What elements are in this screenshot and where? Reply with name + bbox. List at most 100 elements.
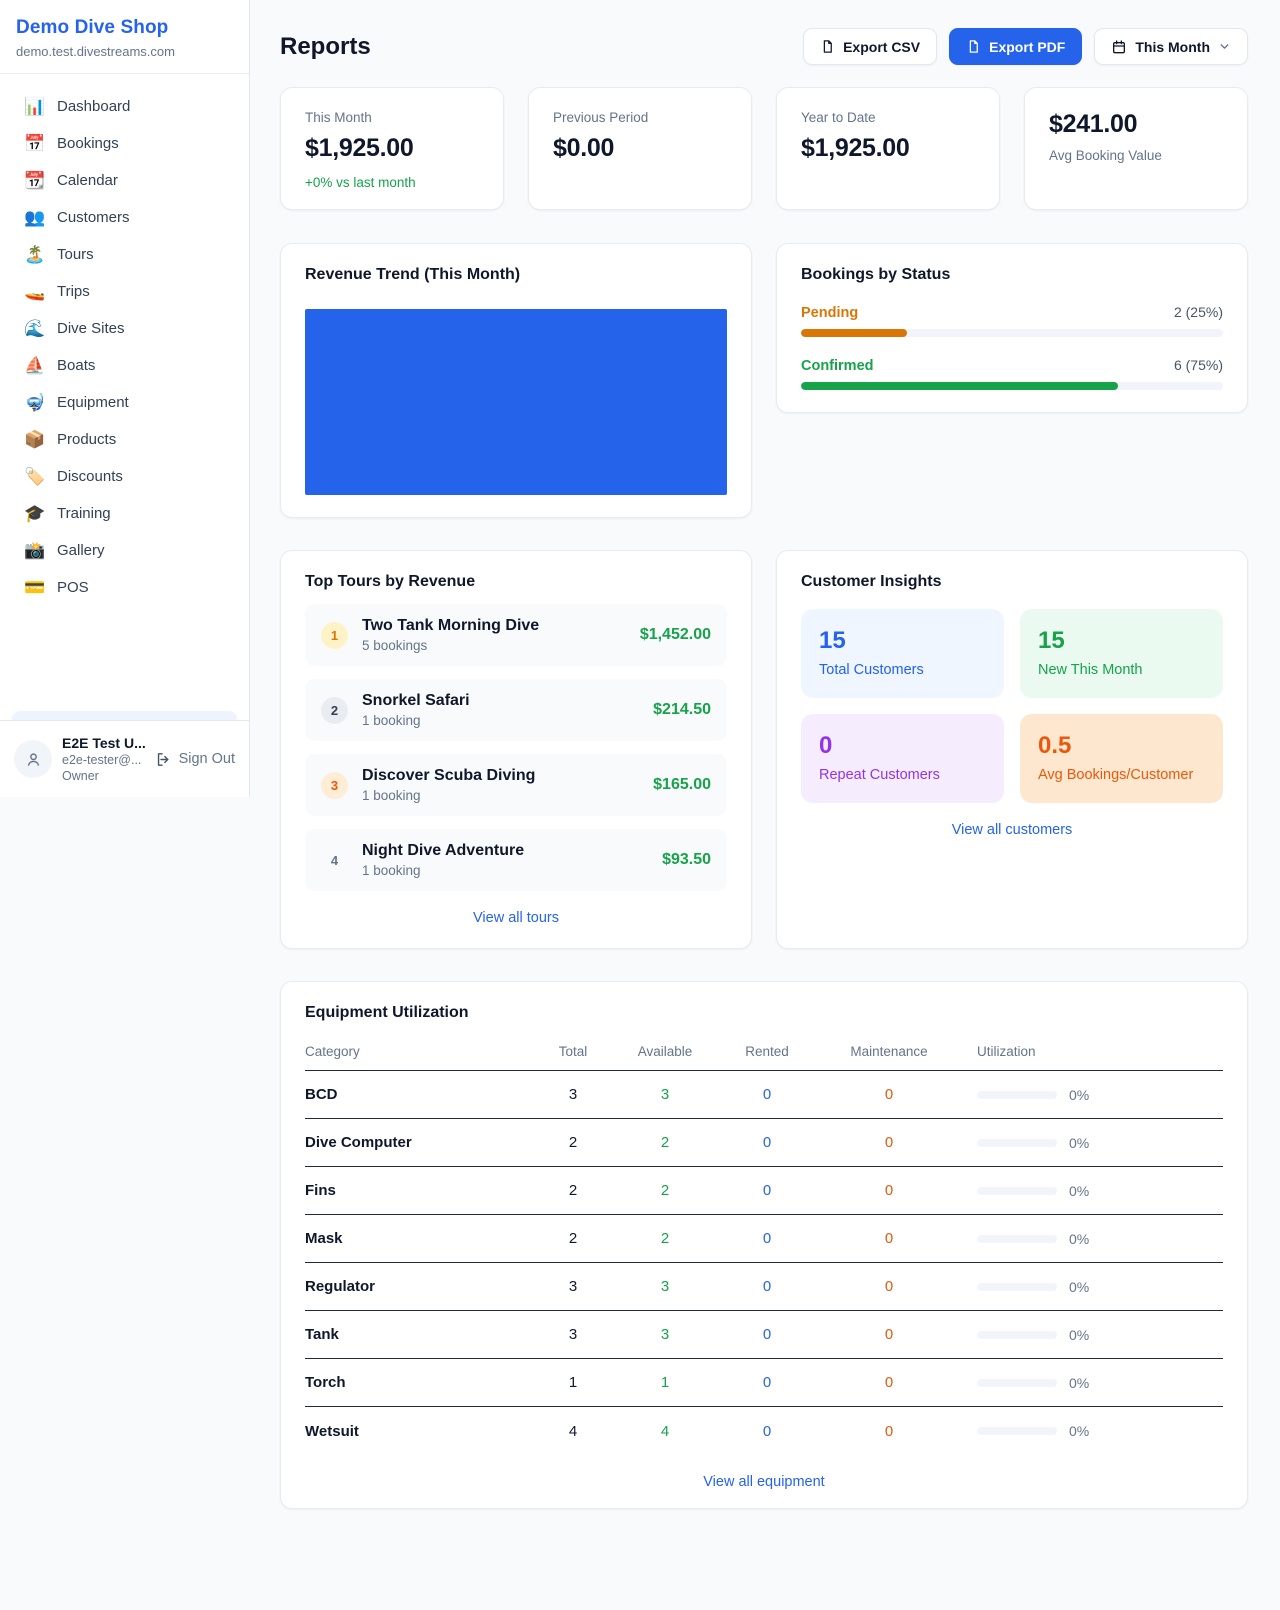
table-row: Wetsuit 4 4 0 0 0% xyxy=(305,1422,1090,1440)
sidebar: Demo Dive Shop demo.test.divestreams.com… xyxy=(0,0,250,797)
sidebar-item-discounts[interactable]: 🏷️ Discounts xyxy=(24,467,123,486)
bookings-by-status-card: Bookings by Status Pending 2 (25%) Confi… xyxy=(776,243,1248,413)
table-row: Tank 3 3 0 0 0% xyxy=(305,1311,1223,1359)
utilization-bar xyxy=(977,1186,1057,1195)
utilization-bar xyxy=(977,1378,1057,1387)
utilization-bar xyxy=(977,1090,1057,1099)
logout-icon xyxy=(157,752,169,766)
tour-name: Two Tank Morning Dive xyxy=(362,617,540,634)
tour-row: 2 Snorkel Safari 1 booking $214.50 xyxy=(305,679,727,741)
sidebar-header: Demo Dive Shop demo.test.divestreams.com xyxy=(0,0,249,74)
shop-title: Demo Dive Shop xyxy=(16,17,169,38)
sidebar-item-customers[interactable]: 👥 Customers xyxy=(24,208,130,227)
tour-bookings: 5 bookings xyxy=(362,638,428,653)
stat-value: $0.00 xyxy=(553,134,615,162)
sidebar-item-dashboard[interactable]: 📊 Dashboard xyxy=(24,97,131,116)
sidebar-item-tours[interactable]: 🏝️ Tours xyxy=(24,245,94,264)
tour-bookings: 1 booking xyxy=(362,713,421,728)
camera-icon: 📸 xyxy=(24,541,46,560)
rank-badge: 1 xyxy=(321,621,348,649)
avatar xyxy=(14,740,52,778)
table-row: Dive Computer 2 2 0 0 0% xyxy=(305,1119,1223,1167)
equipment-utilization-title: Equipment Utilization xyxy=(305,1004,469,1021)
stat-card-previous-period: Previous Period $0.00 xyxy=(528,87,752,210)
utilization-bar xyxy=(977,1330,1057,1339)
tour-bookings: 1 booking xyxy=(362,863,421,878)
rank-badge: 4 xyxy=(330,852,339,868)
period-dropdown[interactable]: This Month xyxy=(1094,28,1248,65)
sidebar-nav: 📊 Dashboard 📅 Bookings 📆 Calendar 👥 Cust… xyxy=(0,74,249,711)
stat-delta: +0% vs last month xyxy=(305,175,416,190)
page-title: Reports xyxy=(280,32,371,60)
sign-out-button[interactable]: Sign Out xyxy=(155,751,235,768)
view-all-customers-link[interactable]: View all customers xyxy=(951,822,1073,838)
top-tours-card: Top Tours by Revenue 1 Two Tank Morning … xyxy=(280,550,752,949)
rank-badge: 3 xyxy=(321,771,348,799)
sidebar-item-bookings[interactable]: 📅 Bookings xyxy=(24,134,119,153)
tile-avg-bookings-customer: 0.5 Avg Bookings/Customer xyxy=(1020,714,1223,803)
progress-fill xyxy=(801,329,907,337)
stats-row: This Month $1,925.00 +0% vs last month P… xyxy=(280,87,1248,210)
wave-icon: 🌊 xyxy=(24,319,46,338)
dashboard-icon: 📊 xyxy=(24,97,46,116)
user-role: Owner xyxy=(62,769,99,783)
sidebar-item-selected-partial[interactable] xyxy=(12,711,237,720)
file-icon xyxy=(823,40,832,53)
stat-card-avg-booking-value: $241.00 Avg Booking Value xyxy=(1024,87,1248,210)
progress-track xyxy=(801,329,1223,337)
tour-row: 1 Two Tank Morning Dive 5 bookings $1,45… xyxy=(305,604,727,666)
bookings-by-status-title: Bookings by Status xyxy=(801,266,951,283)
sidebar-item-trips[interactable]: 🚤 Trips xyxy=(24,282,90,301)
sidebar-item-gallery[interactable]: 📸 Gallery xyxy=(24,541,105,560)
table-row: Mask 2 2 0 0 0% xyxy=(305,1215,1223,1263)
sidebar-item-boats[interactable]: ⛵ Boats xyxy=(24,356,96,375)
progress-track xyxy=(801,382,1223,390)
top-tours-title: Top Tours by Revenue xyxy=(305,573,476,590)
stat-value: $1,925.00 xyxy=(305,134,414,162)
view-all-tours-link[interactable]: View all tours xyxy=(473,910,559,926)
tour-name: Snorkel Safari xyxy=(362,692,470,709)
speedboat-icon: 🚤 xyxy=(24,282,46,301)
table-row: BCD 3 3 0 0 0% xyxy=(305,1071,1223,1119)
sidebar-item-dive-sites[interactable]: 🌊 Dive Sites xyxy=(24,319,125,338)
customers-icon: 👥 xyxy=(24,208,46,227)
customer-insights-title: Customer Insights xyxy=(801,573,942,590)
graduation-cap-icon: 🎓 xyxy=(24,504,46,523)
equipment-table-header: Category Total Available Rented Maintena… xyxy=(305,1044,1223,1071)
table-row: Fins 2 2 0 0 0% xyxy=(305,1167,1223,1215)
diving-mask-icon: 🤿 xyxy=(24,393,46,412)
tour-name: Discover Scuba Diving xyxy=(362,767,536,784)
tile-total-customers: 15 Total Customers xyxy=(801,609,1004,698)
table-row: Torch 1 1 0 0 0% xyxy=(305,1359,1223,1407)
view-all-equipment-link[interactable]: View all equipment xyxy=(703,1474,825,1490)
equipment-utilization-card: Equipment Utilization Category Total Ava… xyxy=(280,981,1248,1509)
tour-row: 4 Night Dive Adventure 1 booking $93.50 xyxy=(305,829,727,891)
tour-name: Night Dive Adventure xyxy=(362,842,525,859)
tour-revenue: $165.00 xyxy=(653,776,711,793)
tag-icon: 🏷️ xyxy=(24,467,46,486)
sidebar-item-equipment[interactable]: 🤿 Equipment xyxy=(24,393,129,412)
package-icon: 📦 xyxy=(24,430,46,449)
revenue-trend-bar xyxy=(305,309,727,495)
sidebar-user-section: E2E Test U... e2e-tester@... Owner Sign … xyxy=(0,720,249,797)
sidebar-item-calendar[interactable]: 📆 Calendar xyxy=(24,171,118,190)
revenue-trend-card: Revenue Trend (This Month) xyxy=(280,243,752,518)
sidebar-item-training[interactable]: 🎓 Training xyxy=(24,504,111,523)
bookings-calendar-icon: 📅 xyxy=(24,134,46,153)
calendar-icon: 📆 xyxy=(24,171,46,190)
export-csv-button[interactable]: Export CSV xyxy=(803,28,938,65)
sailboat-icon: ⛵ xyxy=(24,356,46,375)
calendar-icon xyxy=(1113,39,1126,53)
sidebar-item-pos[interactable]: 💳 POS xyxy=(24,578,89,597)
customer-insights-card: Customer Insights 15 Total Customers 15 … xyxy=(776,550,1248,949)
user-name: E2E Test U... xyxy=(62,735,146,751)
stat-value: $241.00 xyxy=(1049,110,1138,138)
status-label: Confirmed xyxy=(801,358,874,374)
tour-revenue: $214.50 xyxy=(653,701,711,718)
export-pdf-button[interactable]: Export PDF xyxy=(949,28,1083,65)
sidebar-item-products[interactable]: 📦 Products xyxy=(24,430,117,449)
progress-fill xyxy=(801,382,1118,390)
insight-tiles: 15 Total Customers 15 New This Month 0 R… xyxy=(801,609,1223,803)
stat-card-year-to-date: Year to Date $1,925.00 xyxy=(776,87,1000,210)
main-content: Reports Export CSV Export PDF This Month… xyxy=(250,0,1280,1549)
